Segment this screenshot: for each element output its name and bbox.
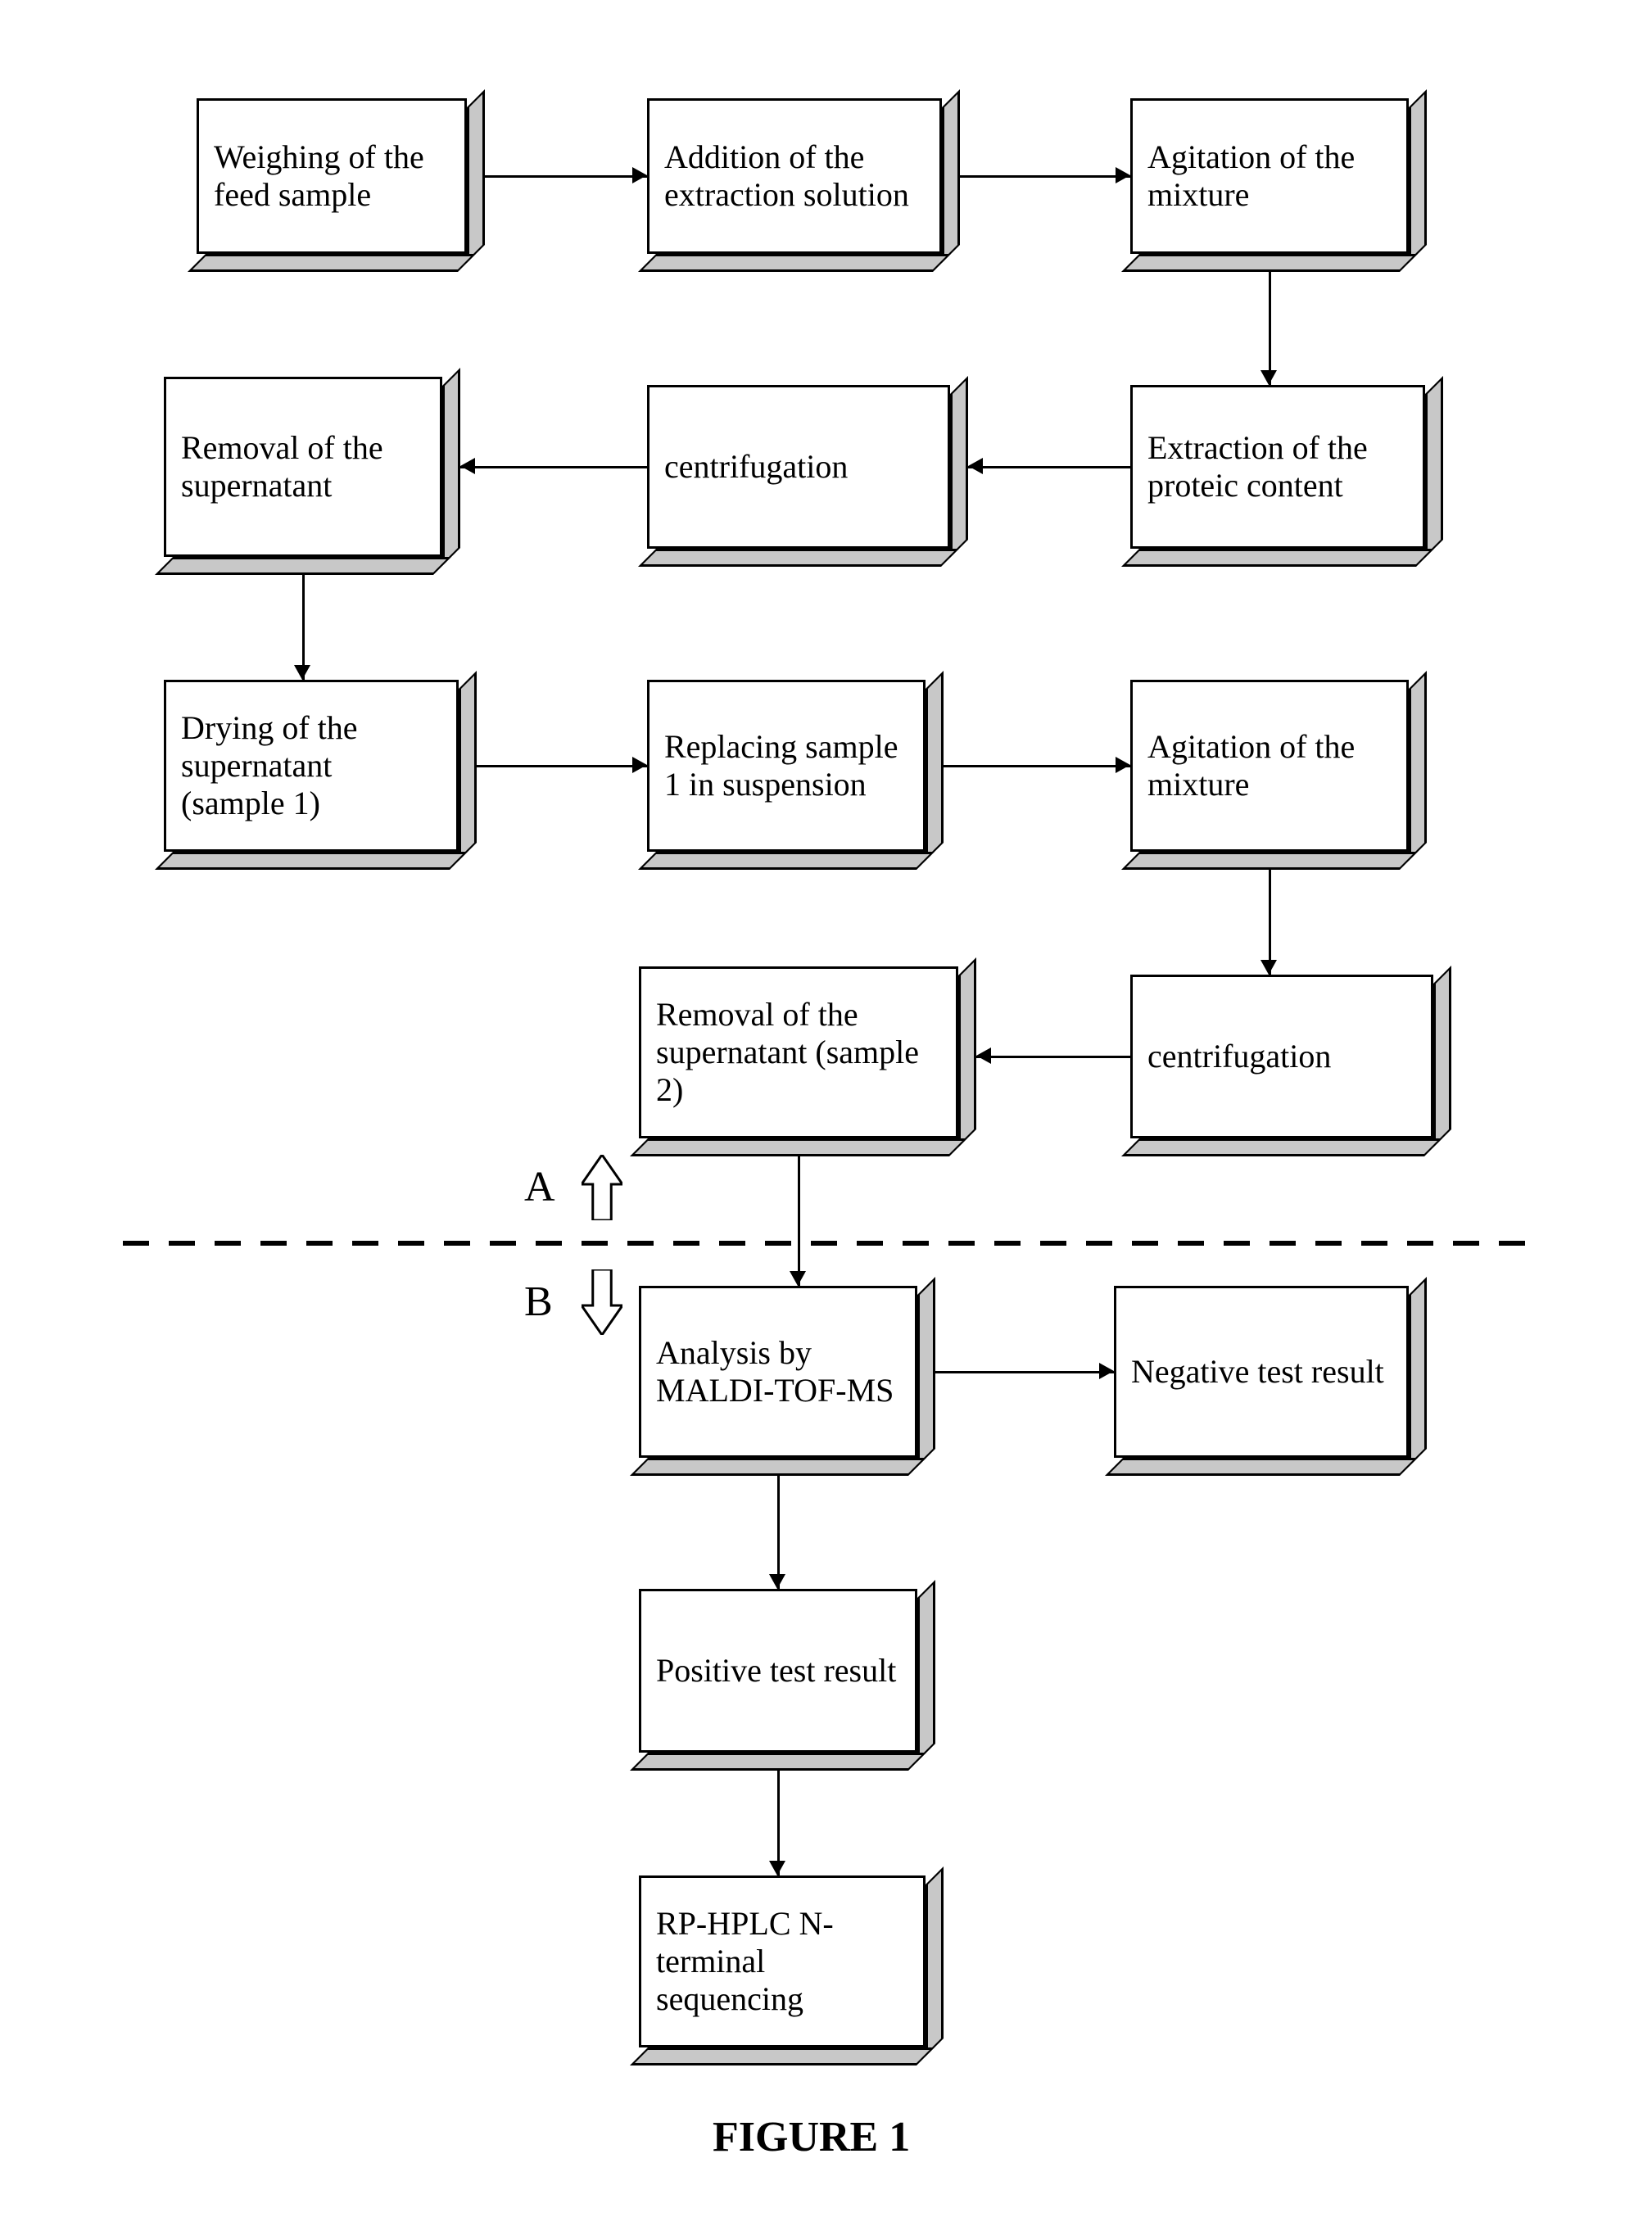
separator-dash <box>444 1241 470 1246</box>
flow-node-n4: Extraction of the proteic content <box>1130 385 1443 567</box>
flow-edge <box>1269 272 1271 385</box>
flow-node-n5: centrifugation <box>647 385 968 567</box>
flow-node-label: Agitation of the mixture <box>1130 98 1409 254</box>
hollow-arrow-up-icon <box>582 1155 622 1220</box>
flow-node-label: Drying of the supernatant (sample 1) <box>164 680 459 852</box>
separator-dash <box>1132 1241 1158 1246</box>
flow-node-n7: Drying of the supernatant (sample 1) <box>164 680 477 870</box>
separator-dash <box>1361 1241 1387 1246</box>
separator-dash <box>398 1241 424 1246</box>
flow-node-n9: Agitation of the mixture <box>1130 680 1427 870</box>
arrow-head <box>460 458 475 474</box>
separator-dash <box>260 1241 287 1246</box>
separator-dash <box>1040 1241 1066 1246</box>
separator-dash <box>765 1241 791 1246</box>
arrow-head <box>632 757 647 773</box>
flow-node-label: Addition of the extraction solution <box>647 98 942 254</box>
arrow-head <box>632 167 647 183</box>
flow-node-n3: Agitation of the mixture <box>1130 98 1427 272</box>
separator-dash <box>673 1241 699 1246</box>
separator-dash <box>1499 1241 1525 1246</box>
separator-dash <box>582 1241 608 1246</box>
flow-edge <box>777 1476 780 1589</box>
arrow-head <box>976 1047 991 1064</box>
flow-node-n10: centrifugation <box>1130 975 1451 1156</box>
flow-edge <box>944 765 1130 767</box>
flow-node-label: Removal of the supernatant <box>164 377 442 557</box>
flow-edge <box>1269 870 1271 975</box>
section-label-b: B <box>524 1278 553 1326</box>
flow-node-n13: Negative test result <box>1114 1286 1427 1476</box>
separator-dash <box>857 1241 883 1246</box>
separator-dash <box>490 1241 516 1246</box>
arrow-head <box>294 665 310 680</box>
hollow-arrow-down-icon <box>582 1269 622 1335</box>
flow-node-n14: Positive test result <box>639 1589 935 1771</box>
flow-edge <box>460 466 647 468</box>
flow-node-label: Extraction of the proteic content <box>1130 385 1425 549</box>
separator-dash <box>994 1241 1021 1246</box>
separator-dash <box>1407 1241 1433 1246</box>
flow-edge <box>976 1056 1130 1058</box>
separator-dash <box>627 1241 654 1246</box>
separator-dash <box>352 1241 378 1246</box>
separator-dash <box>1224 1241 1250 1246</box>
flow-node-label: Replacing sample 1 in suspension <box>647 680 926 852</box>
figure-caption: FIGURE 1 <box>713 2113 910 2161</box>
separator-dash <box>1315 1241 1342 1246</box>
arrow-head <box>1260 960 1277 975</box>
separator-dash <box>123 1241 149 1246</box>
flow-node-n8: Replacing sample 1 in suspension <box>647 680 944 870</box>
flow-edge <box>968 466 1130 468</box>
flow-edge <box>777 1771 780 1875</box>
flow-node-n1: Weighing of the feed sample <box>197 98 485 272</box>
separator-dash <box>948 1241 975 1246</box>
separator-dash <box>903 1241 929 1246</box>
flow-edge <box>302 575 305 680</box>
flow-edge <box>935 1371 1114 1373</box>
flow-node-label: RP-HPLC N-terminal sequencing <box>639 1875 926 2047</box>
arrow-head <box>790 1271 806 1286</box>
separator-dash <box>536 1241 562 1246</box>
section-label-a: A <box>524 1163 555 1211</box>
separator-dash <box>1086 1241 1112 1246</box>
flow-node-label: Removal of the supernatant (sample 2) <box>639 966 958 1138</box>
separator-dash <box>169 1241 195 1246</box>
separator-dash <box>1453 1241 1479 1246</box>
flow-node-label: Analysis by MALDI-TOF-MS <box>639 1286 917 1458</box>
flow-node-n11: Removal of the supernatant (sample 2) <box>639 966 976 1156</box>
arrow-head <box>769 1574 785 1589</box>
arrow-head <box>1116 167 1130 183</box>
separator-dash <box>215 1241 241 1246</box>
separator-dash <box>1270 1241 1296 1246</box>
flow-node-label: centrifugation <box>1130 975 1433 1138</box>
separator-dash <box>811 1241 837 1246</box>
flow-node-label: Weighing of the feed sample <box>197 98 467 254</box>
arrow-head <box>1116 757 1130 773</box>
flow-edge <box>798 1156 800 1286</box>
flow-node-label: centrifugation <box>647 385 950 549</box>
separator-dash <box>306 1241 333 1246</box>
flow-node-n6: Removal of the supernatant <box>164 377 460 575</box>
flow-edge <box>477 765 647 767</box>
arrow-head <box>769 1861 785 1875</box>
flow-node-label: Positive test result <box>639 1589 917 1753</box>
flow-node-n15: RP-HPLC N-terminal sequencing <box>639 1875 944 2065</box>
flow-node-n12: Analysis by MALDI-TOF-MS <box>639 1286 935 1476</box>
flow-node-n2: Addition of the extraction solution <box>647 98 960 272</box>
separator-dash <box>1178 1241 1204 1246</box>
separator-dash <box>719 1241 745 1246</box>
flow-node-label: Negative test result <box>1114 1286 1409 1458</box>
arrow-head <box>1260 370 1277 385</box>
arrow-head <box>1099 1363 1114 1379</box>
flow-edge <box>485 175 647 178</box>
flow-node-label: Agitation of the mixture <box>1130 680 1409 852</box>
flow-edge <box>960 175 1130 178</box>
arrow-head <box>968 458 983 474</box>
